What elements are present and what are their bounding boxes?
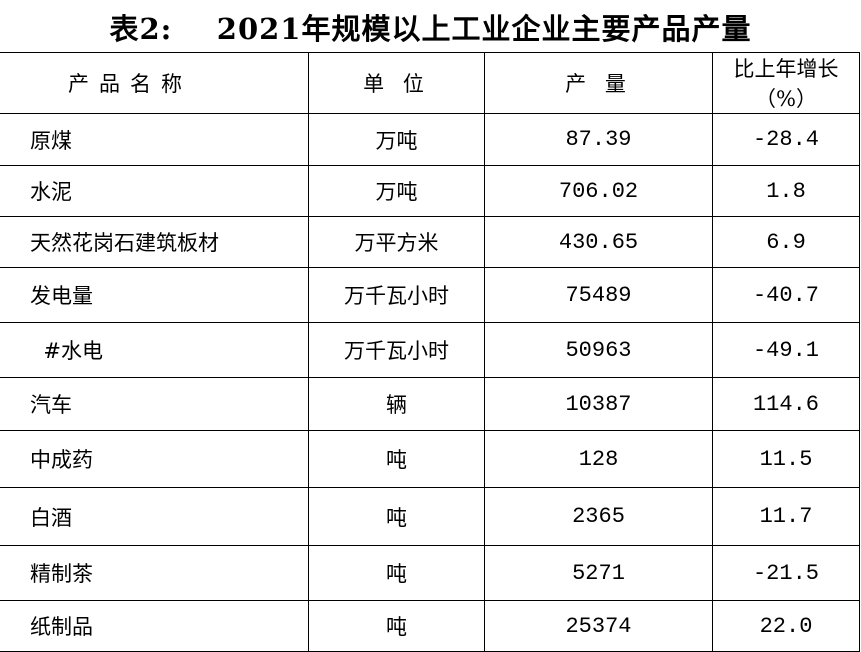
table-row: #水电 万千瓦小时 50963 -49.1 (0, 322, 860, 378)
table-row: 水泥 万吨 706.02 1.8 (0, 165, 860, 217)
product-output-table: 产品名称 单 位 产 量 比上年增长（%） 原煤 万吨 87.39 -28.4 水泥 万吨… (0, 52, 860, 652)
output-cell: 75489 (484, 267, 713, 323)
product-name-cell: 白酒 (0, 487, 309, 546)
growth-cell: 11.7 (712, 487, 860, 546)
header-row: 产品名称 单 位 产 量 比上年增长（%） (0, 52, 860, 114)
output-cell: 706.02 (484, 165, 713, 217)
output-cell: 430.65 (484, 216, 713, 268)
growth-cell: -21.5 (712, 545, 860, 601)
output-cell: 10387 (484, 377, 713, 431)
table-row: 中成药吨 128 11.5 (0, 430, 860, 488)
table-row: 原煤 万吨 87.39 -28.4 (0, 113, 860, 166)
growth-cell: 11.5 (712, 430, 860, 488)
output-cell: 128 (484, 430, 713, 488)
growth-cell: -40.7 (712, 267, 860, 323)
growth-cell: 22.0 (712, 600, 860, 652)
header-output: 产 量 (484, 52, 713, 114)
table-row: 纸制品吨 25374 22.0 (0, 600, 860, 652)
unit-cell: 万吨 (308, 165, 485, 217)
product-name-cell: 发电量 (0, 267, 309, 323)
header-unit: 单 位 (308, 52, 485, 114)
table-row: 天然花岗石建筑板材 万平方米 430.65 6.9 (0, 216, 860, 268)
output-cell: 50963 (484, 322, 713, 378)
unit-cell: 吨 (308, 487, 485, 546)
header-product-name: 产品名称 (0, 52, 309, 114)
unit-cell: 吨 (308, 600, 485, 652)
product-name-cell: 精制茶 (0, 545, 309, 601)
product-name-cell: 天然花岗石建筑板材 (0, 216, 309, 268)
unit-cell: 万千瓦小时 (308, 322, 485, 378)
table-row: 汽车辆 10387 114.6 (0, 377, 860, 431)
unit-cell: 万吨 (308, 113, 485, 166)
product-name-cell: 纸制品 (0, 600, 309, 652)
product-name-cell: 中成药 (0, 430, 309, 488)
output-cell: 87.39 (484, 113, 713, 166)
product-name-cell: 原煤 (0, 113, 309, 166)
table-row: 精制茶吨 5271 -21.5 (0, 545, 860, 601)
output-cell: 5271 (484, 545, 713, 601)
growth-cell: -28.4 (712, 113, 860, 166)
output-cell: 2365 (484, 487, 713, 546)
product-name-cell: 水泥 (0, 165, 309, 217)
unit-cell: 万平方米 (308, 216, 485, 268)
table-row: 发电量 万千瓦小时 75489 -40.7 (0, 267, 860, 323)
unit-cell: 吨 (308, 545, 485, 601)
growth-cell: -49.1 (712, 322, 860, 378)
output-cell: 25374 (484, 600, 713, 652)
table-row: 白酒吨 2365 11.7 (0, 487, 860, 546)
growth-cell: 6.9 (712, 216, 860, 268)
unit-cell: 吨 (308, 430, 485, 488)
unit-cell: 辆 (308, 377, 485, 431)
product-name-cell: 汽车 (0, 377, 309, 431)
unit-cell: 万千瓦小时 (308, 267, 485, 323)
product-name-cell: #水电 (0, 322, 309, 378)
growth-cell: 1.8 (712, 165, 860, 217)
growth-cell: 114.6 (712, 377, 860, 431)
table-title: 表2: 2021年规模以上工业企业主要产品产量 (109, 12, 752, 46)
header-growth: 比上年增长（%） (712, 52, 860, 114)
